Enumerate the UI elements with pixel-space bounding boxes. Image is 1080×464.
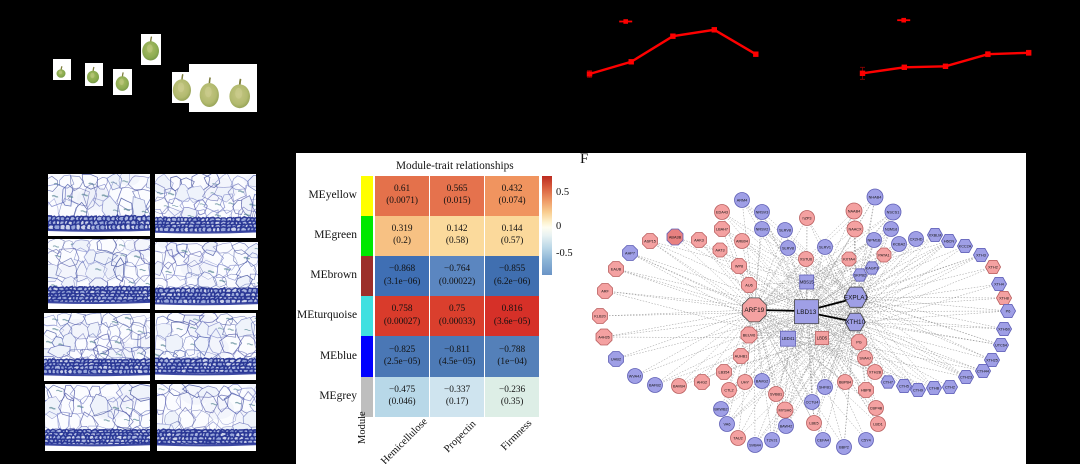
svg-text:ASP15: ASP15 xyxy=(644,239,656,243)
svg-text:SLRV1: SLRV1 xyxy=(819,245,831,249)
svg-text:BAVB4: BAVB4 xyxy=(673,384,685,388)
svg-text:BBP2: BBP2 xyxy=(839,445,849,449)
svg-text:BAW42: BAW42 xyxy=(780,424,793,428)
svg-text:WP8: WP8 xyxy=(735,264,743,268)
svg-text:SHFB1: SHFB1 xyxy=(819,385,831,389)
svg-text:XTH2B: XTH2B xyxy=(869,370,882,374)
svg-text:MBS15: MBS15 xyxy=(800,280,814,285)
svg-text:NPM1B: NPM1B xyxy=(867,238,881,242)
svg-text:CTH7: CTH7 xyxy=(883,380,893,384)
svg-text:EAUB: EAUB xyxy=(611,267,622,271)
svg-text:PATA1: PATA1 xyxy=(878,253,889,257)
svg-text:SVB44: SVB44 xyxy=(749,443,761,447)
svg-text:CTH2: CTH2 xyxy=(945,385,955,389)
svg-text:NSCS1: NSCS1 xyxy=(887,210,900,214)
svg-text:NRSV3: NRSV3 xyxy=(756,210,769,214)
svg-text:CEFA4: CEFA4 xyxy=(817,438,829,442)
svg-text:LBD13: LBD13 xyxy=(797,309,817,316)
svg-text:LBE5: LBE5 xyxy=(809,421,818,425)
svg-text:UHB2: UHB2 xyxy=(611,357,621,361)
svg-text:CTH23: CTH23 xyxy=(960,375,972,379)
svg-text:SLRV8: SLRV8 xyxy=(782,246,794,250)
svg-text:TAU2: TAU2 xyxy=(733,436,742,440)
svg-text:CTH5: CTH5 xyxy=(899,384,909,388)
svg-text:N3M1d: N3M1d xyxy=(885,227,897,231)
svg-text:ARF19: ARF19 xyxy=(744,307,764,314)
svg-text:ARB04: ARB04 xyxy=(736,239,748,243)
svg-text:C5Y4: C5Y4 xyxy=(861,438,871,442)
svg-text:BAFB2: BAFB2 xyxy=(649,383,661,387)
svg-text:T2VJ1: T2VJ1 xyxy=(767,438,778,442)
svg-text:SVBB1: SVBB1 xyxy=(770,392,782,396)
svg-text:ARM4: ARM4 xyxy=(737,198,748,202)
svg-text:UTC64: UTC64 xyxy=(995,343,1007,347)
svg-text:CTL2: CTL2 xyxy=(724,388,733,392)
svg-text:EDA43: EDA43 xyxy=(716,210,728,214)
svg-text:XTH25: XTH25 xyxy=(986,358,998,362)
svg-text:AAT3: AAT3 xyxy=(715,248,724,252)
svg-text:AAK3: AAK3 xyxy=(694,238,704,242)
svg-text:EXPLA1: EXPLA1 xyxy=(844,294,869,301)
svg-text:LBD1: LBD1 xyxy=(873,422,883,426)
svg-text:ARF: ARF xyxy=(601,289,609,293)
svg-text:KXTA4: KXTA4 xyxy=(843,257,855,261)
svg-text:AUHB1: AUHB1 xyxy=(735,354,748,358)
svg-text:KCBA2: KCBA2 xyxy=(893,242,905,246)
svg-text:LBD5: LBD5 xyxy=(817,336,828,341)
svg-text:CX2HD: CX2HD xyxy=(910,237,923,241)
svg-text:NAACX: NAACX xyxy=(848,227,862,231)
svg-text:CTH9: CTH9 xyxy=(913,388,923,392)
svg-text:P6: P6 xyxy=(1006,309,1011,313)
svg-text:XXBLM: XXBLM xyxy=(929,233,942,237)
svg-text:BAVG2: BAVG2 xyxy=(756,379,768,383)
svg-text:XTH10: XTH10 xyxy=(845,319,865,326)
svg-text:A4H26: A4H26 xyxy=(598,335,610,339)
svg-text:WVA4J: WVA4J xyxy=(629,374,641,378)
svg-text:XSTU6: XSTU6 xyxy=(800,257,812,261)
svg-text:BBPB4: BBPB4 xyxy=(839,380,851,384)
svg-text:hZP3: hZP3 xyxy=(802,216,811,220)
svg-text:BKWB2: BKWB2 xyxy=(714,407,727,411)
svg-text:ABA3B: ABA3B xyxy=(669,235,682,239)
svg-text:XTH3: XTH3 xyxy=(976,253,986,257)
svg-text:MYSH6: MYSH6 xyxy=(778,408,791,412)
svg-text:PG: PG xyxy=(856,340,862,344)
svg-text:XTH4: XTH4 xyxy=(994,282,1004,286)
svg-text:AHP7: AHP7 xyxy=(625,251,635,255)
svg-text:LB354: LB354 xyxy=(719,370,730,374)
svg-text:KCC2A: KCC2A xyxy=(959,244,972,248)
svg-text:XTH8: XTH8 xyxy=(999,296,1009,300)
svg-text:HBPB: HBPB xyxy=(861,388,872,392)
svg-text:SKPB2: SKPB2 xyxy=(854,273,866,277)
svg-text:XTH2: XTH2 xyxy=(988,265,998,269)
svg-text:AHG2: AHG2 xyxy=(697,380,707,384)
svg-text:XTH60: XTH60 xyxy=(998,327,1010,331)
svg-text:CCTU4: CCTU4 xyxy=(806,400,819,404)
svg-text:H6CN: H6CN xyxy=(944,239,955,243)
svg-text:NHAB4: NHAB4 xyxy=(869,195,882,199)
svg-text:SLRV8: SLRV8 xyxy=(779,228,791,232)
svg-text:CTH44: CTH44 xyxy=(977,369,989,373)
svg-text:VA6: VA6 xyxy=(724,422,731,426)
svg-text:CTHB: CTHB xyxy=(929,386,940,390)
svg-text:AU6: AU6 xyxy=(745,283,752,287)
svg-text:UHY: UHY xyxy=(741,380,749,384)
svg-text:NAAB4: NAAB4 xyxy=(848,209,860,213)
svg-text:LBD41: LBD41 xyxy=(782,336,795,341)
svg-text:KLB20: KLB20 xyxy=(594,314,605,318)
svg-text:CBP4B: CBP4B xyxy=(870,406,883,410)
svg-text:LBAH7: LBAH7 xyxy=(716,227,728,231)
svg-text:NRSV2: NRSV2 xyxy=(756,227,769,231)
svg-text:SVA4J: SVA4J xyxy=(859,356,870,360)
svg-text:BEUV6: BEUV6 xyxy=(743,333,755,337)
svg-text:KAGP3: KAGP3 xyxy=(866,266,879,270)
